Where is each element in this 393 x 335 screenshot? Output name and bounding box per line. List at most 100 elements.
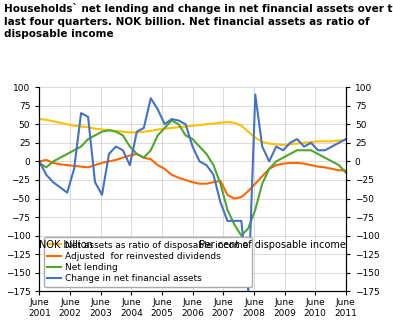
Adjusted  for reinvested dividends <box>316 164 320 169</box>
Net lending <box>309 148 313 152</box>
Adjusted  for reinvested dividends <box>197 182 202 186</box>
Net assets as ratio of disposable income <box>232 121 237 125</box>
Adjusted  for reinvested dividends <box>281 161 285 165</box>
Adjusted  for reinvested dividends <box>127 153 132 157</box>
Net lending <box>107 128 111 132</box>
Net lending <box>149 148 153 152</box>
Net assets as ratio of disposable income <box>176 125 181 129</box>
Net assets as ratio of disposable income <box>107 128 111 132</box>
Change in net financial assets <box>86 115 90 119</box>
Change in net financial assets <box>183 122 188 126</box>
Change in net financial assets <box>211 173 216 177</box>
Legend: Net assets as ratio of disposable income, Adjusted  for reinvested dividends, Ne: Net assets as ratio of disposable income… <box>44 237 252 287</box>
Adjusted  for reinvested dividends <box>323 165 327 170</box>
Net assets as ratio of disposable income <box>274 142 279 146</box>
Adjusted  for reinvested dividends <box>121 156 125 160</box>
Net lending <box>302 148 307 152</box>
Net lending <box>323 156 327 160</box>
Net lending <box>169 119 174 123</box>
Change in net financial assets <box>330 144 334 148</box>
Change in net financial assets <box>197 159 202 163</box>
Adjusted  for reinvested dividends <box>204 182 209 186</box>
Net lending <box>295 148 299 152</box>
Net lending <box>197 144 202 148</box>
Change in net financial assets <box>121 148 125 152</box>
Change in net financial assets <box>260 144 264 148</box>
Net assets as ratio of disposable income <box>288 142 292 146</box>
Text: NOK billion: NOK billion <box>39 240 93 250</box>
Line: Net lending: Net lending <box>39 121 346 236</box>
Line: Net assets as ratio of disposable income: Net assets as ratio of disposable income <box>39 119 346 145</box>
Net lending <box>127 144 132 148</box>
Net assets as ratio of disposable income <box>343 138 348 142</box>
Net lending <box>288 152 292 156</box>
Net lending <box>37 161 42 165</box>
Change in net financial assets <box>218 200 223 204</box>
Change in net financial assets <box>309 141 313 145</box>
Adjusted  for reinvested dividends <box>155 163 160 167</box>
Adjusted  for reinvested dividends <box>267 167 272 171</box>
Adjusted  for reinvested dividends <box>343 168 348 172</box>
Net assets as ratio of disposable income <box>204 122 209 126</box>
Net lending <box>343 171 348 175</box>
Net assets as ratio of disposable income <box>155 127 160 131</box>
Adjusted  for reinvested dividends <box>169 173 174 177</box>
Adjusted  for reinvested dividends <box>65 163 70 167</box>
Change in net financial assets <box>141 126 146 130</box>
Net lending <box>190 137 195 141</box>
Change in net financial assets <box>239 219 244 223</box>
Net assets as ratio of disposable income <box>316 139 320 143</box>
Net lending <box>44 165 49 170</box>
Change in net financial assets <box>51 180 55 184</box>
Net assets as ratio of disposable income <box>211 122 216 126</box>
Adjusted  for reinvested dividends <box>309 163 313 167</box>
Net assets as ratio of disposable income <box>197 123 202 127</box>
Net lending <box>141 156 146 160</box>
Adjusted  for reinvested dividends <box>72 164 77 168</box>
Net assets as ratio of disposable income <box>239 124 244 128</box>
Text: Per cent of disposable income: Per cent of disposable income <box>199 240 346 250</box>
Change in net financial assets <box>295 137 299 141</box>
Net lending <box>232 222 237 226</box>
Net assets as ratio of disposable income <box>162 127 167 131</box>
Net assets as ratio of disposable income <box>100 127 105 131</box>
Change in net financial assets <box>343 137 348 141</box>
Net assets as ratio of disposable income <box>79 125 83 129</box>
Net lending <box>100 130 105 134</box>
Net lending <box>58 156 62 160</box>
Net assets as ratio of disposable income <box>93 127 97 131</box>
Net assets as ratio of disposable income <box>72 124 77 128</box>
Net lending <box>93 133 97 137</box>
Adjusted  for reinvested dividends <box>274 163 279 167</box>
Change in net financial assets <box>127 163 132 167</box>
Adjusted  for reinvested dividends <box>93 163 97 167</box>
Change in net financial assets <box>190 144 195 148</box>
Change in net financial assets <box>65 191 70 195</box>
Adjusted  for reinvested dividends <box>176 176 181 180</box>
Change in net financial assets <box>246 289 251 293</box>
Text: Households` net lending and change in net financial assets over the
last four qu: Households` net lending and change in ne… <box>4 3 393 39</box>
Change in net financial assets <box>79 111 83 115</box>
Net lending <box>253 208 258 212</box>
Net lending <box>336 163 341 167</box>
Change in net financial assets <box>267 159 272 163</box>
Line: Change in net financial assets: Change in net financial assets <box>39 94 346 291</box>
Net lending <box>79 144 83 148</box>
Adjusted  for reinvested dividends <box>211 180 216 184</box>
Net lending <box>114 130 118 134</box>
Net lending <box>281 156 285 160</box>
Change in net financial assets <box>114 144 118 148</box>
Net assets as ratio of disposable income <box>309 140 313 144</box>
Change in net financial assets <box>316 148 320 152</box>
Net assets as ratio of disposable income <box>114 129 118 133</box>
Net assets as ratio of disposable income <box>246 130 251 134</box>
Change in net financial assets <box>93 180 97 184</box>
Change in net financial assets <box>281 148 285 152</box>
Net lending <box>274 159 279 163</box>
Change in net financial assets <box>37 159 42 163</box>
Net lending <box>86 137 90 141</box>
Change in net financial assets <box>274 144 279 148</box>
Change in net financial assets <box>149 96 153 100</box>
Net assets as ratio of disposable income <box>323 139 327 143</box>
Net lending <box>246 226 251 230</box>
